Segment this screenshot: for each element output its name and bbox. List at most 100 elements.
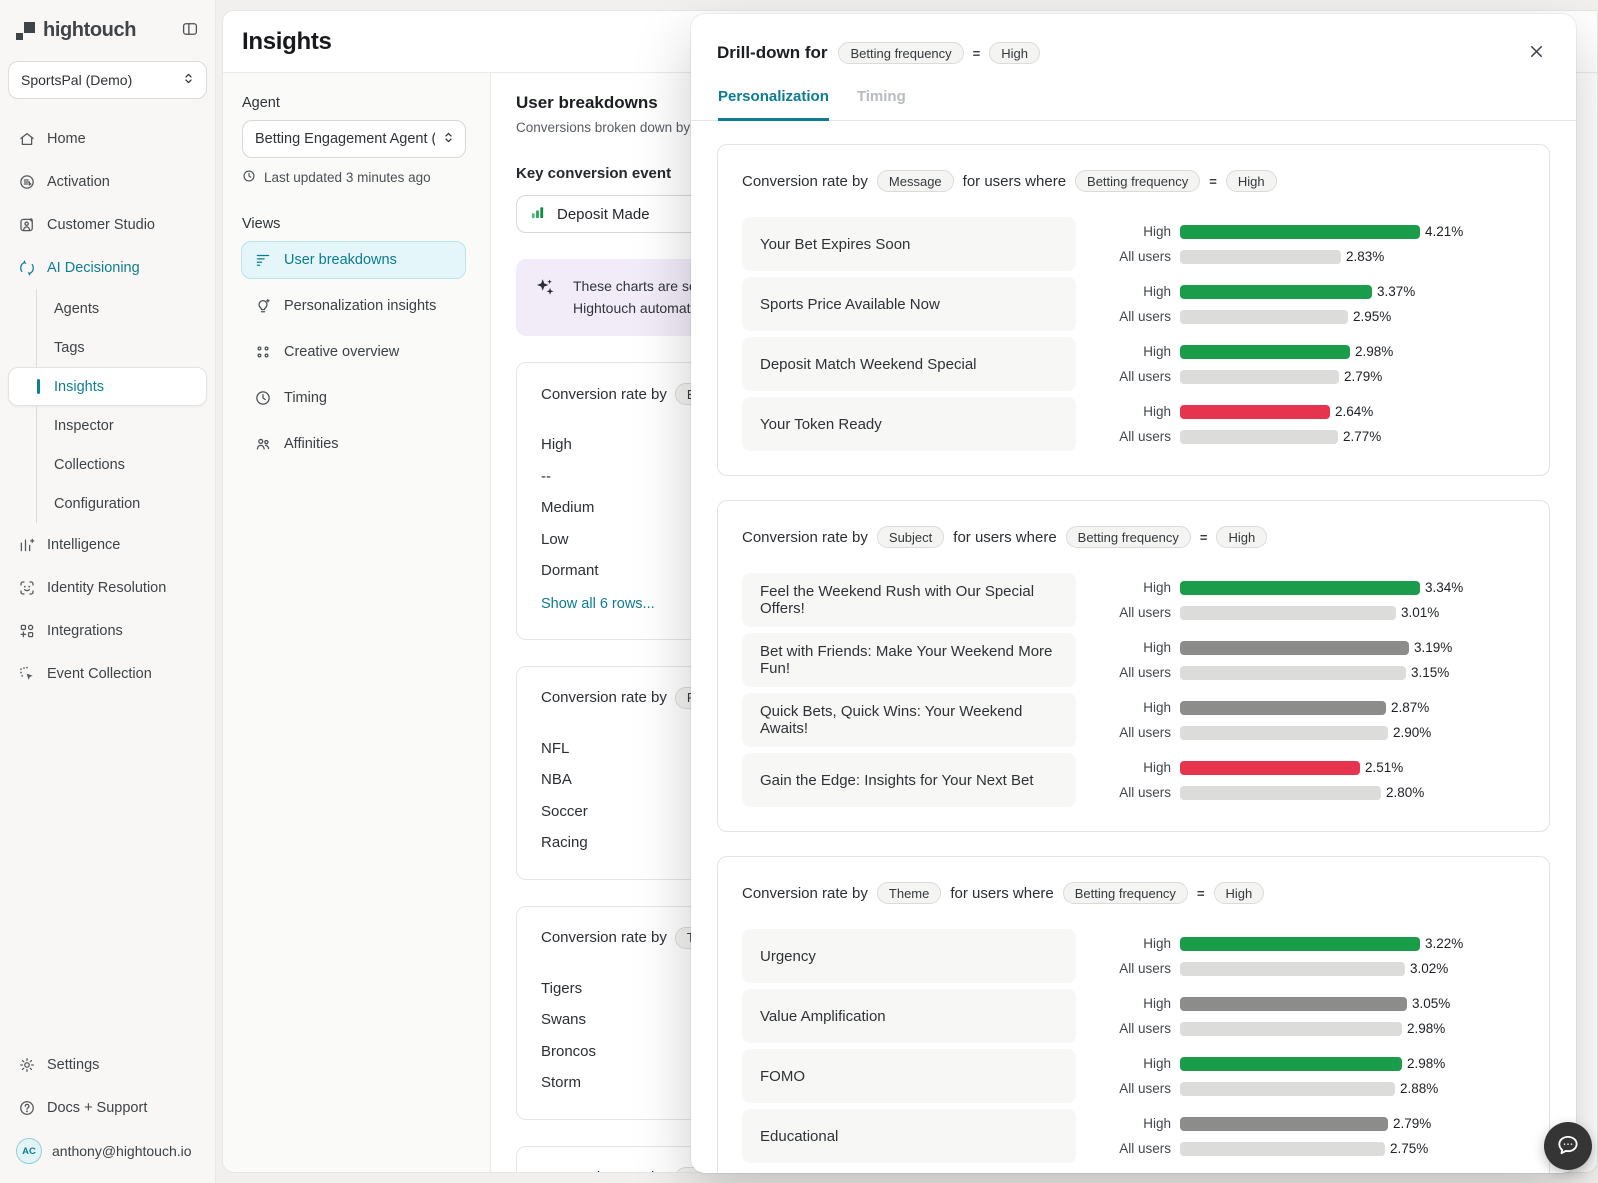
all-bar-line: All users 2.88% <box>1086 1081 1525 1096</box>
series-label: All users <box>1119 1021 1171 1036</box>
view-item-user-breakdowns[interactable]: User breakdowns <box>241 241 466 279</box>
view-item-timing[interactable]: Timing <box>241 379 466 417</box>
sidebar-item-collections[interactable]: Collections <box>36 445 207 484</box>
sidebar-item-intelligence[interactable]: Intelligence <box>8 523 207 566</box>
sidebar-item-docs-support[interactable]: Docs + Support <box>8 1086 207 1129</box>
sidebar-item-insights[interactable]: Insights <box>8 367 207 406</box>
series-label: High <box>1143 1056 1171 1071</box>
sidebar-subitem-label: Insights <box>54 378 104 395</box>
series-label: All users <box>1119 309 1171 324</box>
breakdown-row-label: Tigers <box>541 979 583 997</box>
sidebar-item-configuration[interactable]: Configuration <box>36 484 207 523</box>
filter-pill[interactable]: Betting frequency <box>1062 882 1188 904</box>
high-bar-line: High 2.98% <box>1086 1056 1525 1071</box>
card-title-text: for users where <box>953 528 1057 546</box>
high-bar <box>1180 284 1372 299</box>
sidebar-item-inspector[interactable]: Inspector <box>36 406 207 445</box>
value-pill[interactable]: High <box>1225 170 1277 192</box>
conversion-row: Value Amplification High 3.05% All users 2.9… <box>742 989 1525 1043</box>
breakdown-row-label: NFL <box>541 739 570 757</box>
chat-launcher-button[interactable] <box>1544 1122 1592 1170</box>
tab-personalization[interactable]: Personalization <box>718 88 829 121</box>
sidebar-item-tags[interactable]: Tags <box>36 328 207 367</box>
show-all-rows-link[interactable]: Show all 6 rows... <box>541 595 655 612</box>
sidebar-subnav: Agents Tags Insights Inspector Collections Co… <box>8 289 207 523</box>
view-item-label: Timing <box>284 390 327 406</box>
workspace-selector[interactable]: SportsPal (Demo) <box>8 61 207 99</box>
home-icon <box>18 130 36 148</box>
row-chart: High 2.79% All users 2.75% <box>1076 1109 1525 1163</box>
sidebar-subitem-label: Tags <box>54 339 85 356</box>
bar-value: 2.98% <box>1407 1021 1446 1036</box>
high-bar-line: High 2.98% <box>1086 344 1525 359</box>
dimension-pill[interactable]: Theme <box>876 882 942 904</box>
high-bar <box>1180 936 1420 951</box>
high-bar-line: High 2.87% <box>1086 700 1525 715</box>
view-item-affinities[interactable]: Affinities <box>241 425 466 463</box>
dimension-pill[interactable]: Message <box>876 170 954 192</box>
conversion-row: Your Token Ready High 2.64% All users 2.77% <box>742 397 1525 451</box>
card-title-text: Conversion rate by <box>541 689 667 707</box>
sidebar-item-activation[interactable]: Activation <box>8 160 207 203</box>
high-bar-line: High 3.19% <box>1086 640 1525 655</box>
all-bar-line: All users 3.01% <box>1086 605 1525 620</box>
view-item-personalization-insights[interactable]: Personalization insights <box>241 287 466 325</box>
row-chart: High 3.22% All users 3.02% <box>1076 929 1525 983</box>
bar-value: 4.21% <box>1425 224 1464 239</box>
card-title-text: for users where <box>950 884 1054 902</box>
sidebar-item-label: Integrations <box>47 622 123 639</box>
sidebar-subitem-label: Inspector <box>54 417 114 434</box>
agent-select-value: Betting Engagement Agent (... <box>255 131 435 147</box>
dimension-pill[interactable]: Subject <box>876 526 945 548</box>
section-subtitle: Conversions broken down by user <box>516 120 721 135</box>
breakdown-row-label: Dormant <box>541 562 599 580</box>
account-menu[interactable]: AC anthony@hightouch.io <box>8 1129 207 1173</box>
last-updated: Last updated 3 minutes ago <box>242 169 466 186</box>
sidebar-item-home[interactable]: Home <box>8 117 207 160</box>
sidebar-item-ai-decisioning[interactable]: AI Decisioning <box>8 246 207 289</box>
filter-pill[interactable]: Betting frequency <box>838 42 964 64</box>
all-bar <box>1180 725 1388 740</box>
breakdown-row-label: Storm <box>541 1074 582 1092</box>
sidebar-collapse-button[interactable] <box>177 16 203 45</box>
value-pill[interactable]: High <box>1213 882 1265 904</box>
view-item-creative-overview[interactable]: Creative overview <box>241 333 466 371</box>
sidebar-item-event-collection[interactable]: Event Collection <box>8 652 207 695</box>
series-label: High <box>1143 224 1171 239</box>
filter-pill[interactable]: Betting frequency <box>1075 170 1201 192</box>
chart-bars-icon <box>529 204 546 225</box>
all-bar <box>1180 1021 1402 1036</box>
row-chart: High 3.19% All users 3.15% <box>1076 633 1525 687</box>
row-label: Feel the Weekend Rush with Our Special O… <box>742 573 1076 627</box>
key-event-value: Deposit Made <box>557 205 650 223</box>
bar-value: 2.83% <box>1346 249 1385 264</box>
filter-pill[interactable]: Betting frequency <box>1065 526 1191 548</box>
series-label: All users <box>1119 249 1171 264</box>
sidebar-item-integrations[interactable]: Integrations <box>8 609 207 652</box>
sidebar-nav: Home Activation Customer Studio AI Decision… <box>0 103 215 695</box>
drilldown-header: Drill-down for Betting frequency = High <box>691 14 1576 68</box>
high-bar <box>1180 1056 1402 1071</box>
row-label: Value Amplification <box>742 989 1076 1043</box>
all-bar-line: All users 2.80% <box>1086 785 1525 800</box>
conversion-row: Gain the Edge: Insights for Your Next Be… <box>742 753 1525 807</box>
agent-select[interactable]: Betting Engagement Agent (... <box>242 120 466 158</box>
high-bar <box>1180 700 1386 715</box>
breakdown-row-label: NBA <box>541 771 572 789</box>
value-pill[interactable]: High <box>989 42 1041 64</box>
bar-value: 2.98% <box>1407 1056 1446 1071</box>
insights-left-panel: Agent Betting Engagement Agent (... Last… <box>223 73 491 1172</box>
close-button[interactable] <box>1523 38 1550 68</box>
tab-timing[interactable]: Timing <box>856 88 906 105</box>
high-bar-line: High 3.34% <box>1086 580 1525 595</box>
sidebar-item-customer-studio[interactable]: Customer Studio <box>8 203 207 246</box>
bar-value: 2.79% <box>1393 1116 1432 1131</box>
sidebar-item-identity-resolution[interactable]: Identity Resolution <box>8 566 207 609</box>
breakdown-row-label: -- <box>541 467 551 485</box>
series-label: All users <box>1119 1141 1171 1156</box>
row-chart: High 3.34% All users 3.01% <box>1076 573 1525 627</box>
account-email: anthony@hightouch.io <box>52 1143 192 1159</box>
sidebar-item-agents[interactable]: Agents <box>36 289 207 328</box>
value-pill[interactable]: High <box>1216 526 1268 548</box>
sidebar-item-settings[interactable]: Settings <box>8 1043 207 1086</box>
